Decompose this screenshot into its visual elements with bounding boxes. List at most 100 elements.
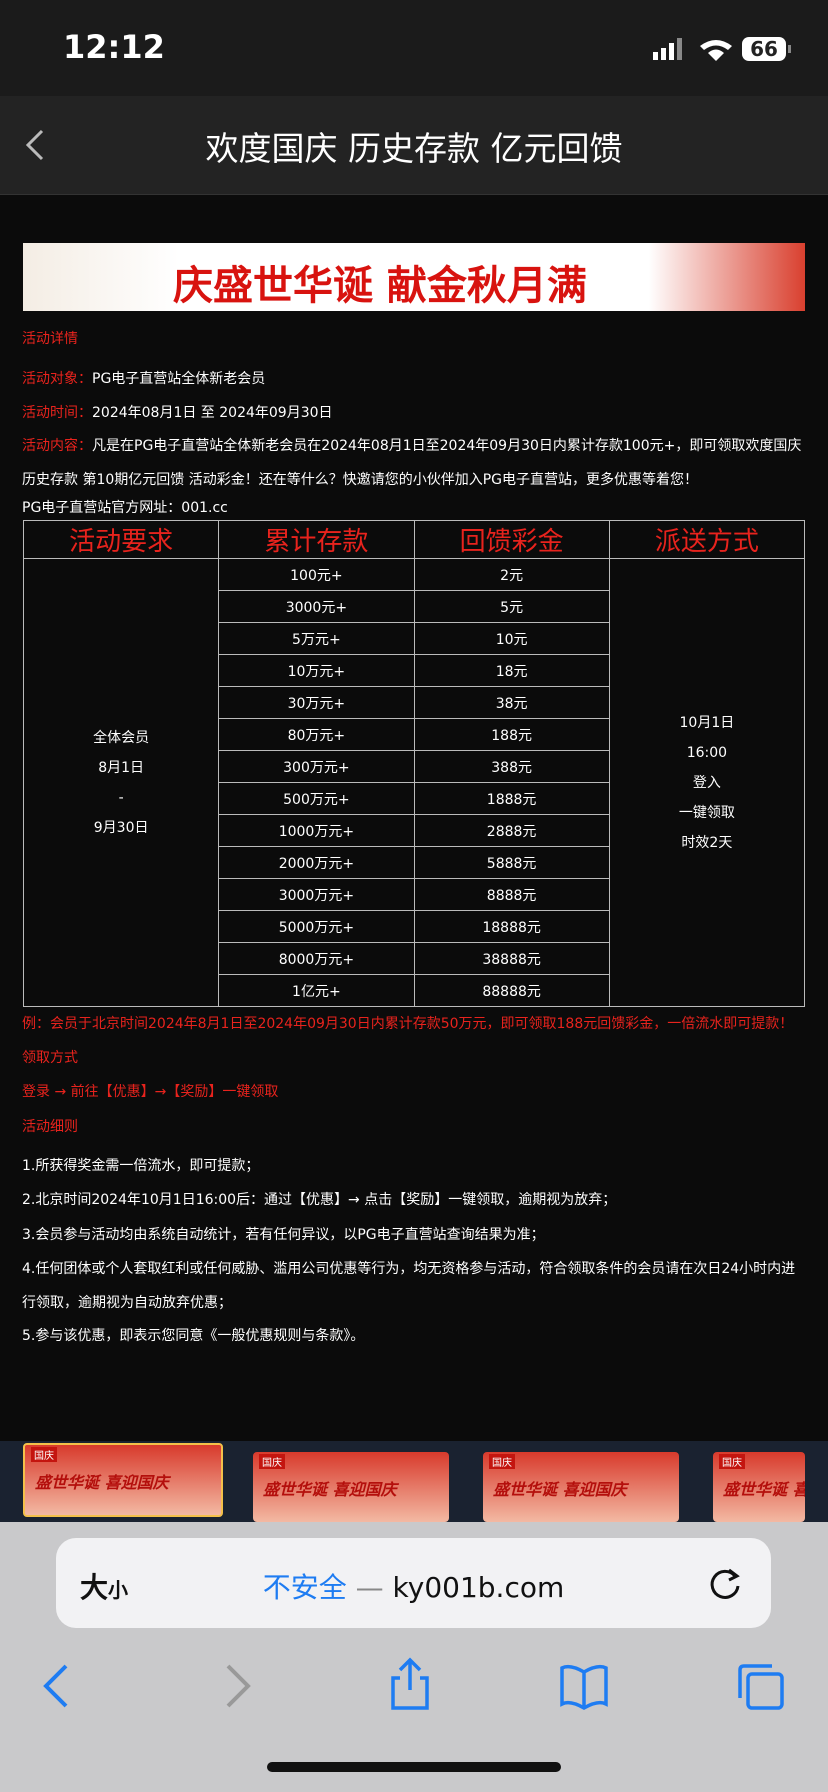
deposit: 3000万元+ <box>218 878 415 911</box>
thumb-tag: 国庆 <box>719 1454 745 1469</box>
deposit: 2000万元+ <box>218 846 415 879</box>
thumbnail-strip: 国庆 盛世华诞 喜迎国庆 国庆 盛世华诞 喜迎国庆 国庆 盛世华诞 喜迎国庆 国庆 盛世华诞 … <box>0 1441 828 1522</box>
thumb-title: 盛世华诞 喜迎国庆 <box>493 1480 627 1499</box>
deposit: 300万元+ <box>218 750 415 783</box>
cell-line: 时效2天 <box>681 834 733 851</box>
requirement-cell: 全体会员 8月1日 - 9月30日 <box>22 558 220 1007</box>
detail-item: 活动时间：2024年08月1日 至 2024年09月30日 <box>22 396 806 430</box>
example: 例：会员于北京时间2024年8月1日至2024年09月30日内累计存款50万元，… <box>22 1016 794 1032</box>
page-title: 欢度国庆 历史存款 亿元回馈 <box>205 129 623 168</box>
table-row: 1亿元+ 88888元 <box>24 974 805 1007</box>
thumbnail[interactable]: 国庆盛世华诞 喜迎国庆 <box>483 1452 679 1522</box>
table-row: 8000万元+ 38888元 <box>24 942 805 975</box>
deposit: 5万元+ <box>218 622 415 655</box>
battery: 66 <box>750 37 778 61</box>
domain: ky001b.com <box>392 1571 565 1604</box>
table-row: 全体会员 8月1日 - 9月30日 100元+ 2元 10月1日 16:00 登入一键领取时效2… <box>22 558 806 1007</box>
cell-line: 登入 <box>692 774 721 791</box>
text-size-button[interactable]: 大小 <box>80 1566 128 1606</box>
detail-label: 活动对象： <box>22 371 92 387</box>
thumbnail[interactable]: 国庆盛世华诞 喜迎国庆 <box>23 1443 223 1517</box>
reward: 38元 <box>413 686 610 719</box>
cell-line: 10月1日 <box>679 714 735 731</box>
table-row: 30万元+ 38元 <box>24 686 805 719</box>
deposit: 30万元+ <box>218 686 415 719</box>
reward: 2888元 <box>413 814 610 847</box>
section-heading: 领取方式 <box>22 1050 78 1066</box>
claim-steps: 登录 → 前往【优惠】→【奖励】一键领取 <box>22 1084 279 1100</box>
share[interactable] <box>391 1657 429 1710</box>
deposit: 10万元+ <box>218 654 415 687</box>
rule-item: 2.北京时间2024年10月1日16:00后：通过【优惠】→ 点击【奖励】一键领… <box>22 1192 617 1208</box>
thumb-tag: 国庆 <box>259 1454 285 1469</box>
section-heading: 活动细则 <box>22 1119 78 1135</box>
reward: 10元 <box>413 622 610 655</box>
deposit: 1000万元+ <box>218 814 415 847</box>
browser-toolbar: 大小 不安全 — ky001b.com <box>0 1522 828 1792</box>
cell-line: 8月1日 <box>98 759 145 776</box>
detail-label: 活动时间： <box>22 405 92 421</box>
big: 大 <box>80 1571 109 1604</box>
reward: 1888元 <box>413 782 610 815</box>
reward: 88888元 <box>413 974 610 1007</box>
detail-text: 凡是在PG电子直营站全体新老会员在2024年08月1日至2024年09月30日内… <box>22 438 802 488</box>
table-row: 300万元+ 388元 <box>24 750 805 783</box>
dash: — <box>355 1571 384 1604</box>
thumb-title: 盛世华诞 喜迎国庆 <box>263 1480 397 1499</box>
cell-line: 一键领取 <box>678 804 735 821</box>
url: 不安全 — ky001b.com <box>56 1566 771 1606</box>
deposit: 3000元+ <box>218 590 415 623</box>
thumb-tag: 国庆 <box>489 1454 515 1469</box>
status-bar: 12:12 66 <box>0 0 828 96</box>
bookmarks[interactable] <box>560 1664 608 1711</box>
cell-line: - <box>118 789 124 806</box>
header-row: 活动要求 累计存款 回馈彩金 派送方式 <box>22 520 806 559</box>
table-header: 回馈彩金 <box>413 520 610 559</box>
deposit: 100元+ <box>218 558 415 591</box>
detail-text: 2024年08月1日 至 2024年09月30日 <box>92 405 333 421</box>
table-row: 2000万元+ 5888元 <box>24 846 805 879</box>
table-row: 5000万元+ 18888元 <box>24 910 805 943</box>
delivery-cell: 10月1日 16:00 登入一键领取时效2天 <box>608 558 806 1007</box>
detail-item: 活动对象：PG电子直营站全体新老会员 <box>22 362 806 396</box>
site-url: PG电子直营站官方网址：001.cc <box>22 500 228 516</box>
forward[interactable] <box>226 1664 251 1708</box>
reward: 18888元 <box>413 910 610 943</box>
time: 12:12 <box>63 28 165 66</box>
deposit: 1亿元+ <box>218 974 415 1007</box>
home-indicator <box>267 1762 561 1772</box>
deposit: 80万元+ <box>218 718 415 751</box>
detail-item: 活动内容：凡是在PG电子直营站全体新老会员在2024年08月1日至2024年09… <box>22 429 806 497</box>
rule-item: 3.会员参与活动均由系统自动统计，若有任何异议，以PG电子直营站查询结果为准； <box>22 1227 545 1243</box>
section-heading: 活动详情 <box>22 331 78 347</box>
deposit: 8000万元+ <box>218 942 415 975</box>
table-header: 派送方式 <box>608 520 806 559</box>
reward-table: 活动要求 累计存款 回馈彩金 派送方式 全体会员 8月1日 -9月30日 100元+ 2元 10月… <box>22 520 806 1007</box>
detail-text: PG电子直营站全体新老会员 <box>92 371 266 387</box>
rule-item: 5.参与该优惠，即表示您同意《一般优惠规则与条款》。 <box>22 1328 365 1344</box>
cell-line: 9月30日 <box>93 819 149 836</box>
nav-bar: 欢度国庆 历史存款 亿元回馈 <box>0 96 828 195</box>
table-header: 累计存款 <box>218 520 415 559</box>
address-bar[interactable]: 大小 不安全 — ky001b.com <box>56 1538 771 1628</box>
thumbnail[interactable]: 国庆盛世华诞 喜迎国庆 <box>253 1452 449 1522</box>
reward: 188元 <box>413 718 610 751</box>
reward: 8888元 <box>413 878 610 911</box>
cell-line: 16:00 <box>686 744 728 761</box>
cell-line: 全体会员 <box>93 729 150 746</box>
tabs[interactable] <box>738 1664 784 1710</box>
reload[interactable] <box>707 1566 743 1602</box>
table-row: 3000万元+ 8888元 <box>24 878 805 911</box>
back-button[interactable] <box>22 128 48 162</box>
deposit: 5000万元+ <box>218 910 415 943</box>
reward: 38888元 <box>413 942 610 975</box>
thumbnail[interactable]: 国庆 盛世华诞 喜 <box>713 1452 805 1522</box>
thumb-title: 盛世华诞 喜迎国庆 <box>35 1473 169 1492</box>
table-header: 活动要求 <box>22 520 220 559</box>
reward: 2元 <box>413 558 610 591</box>
rule-item: 1.所获得奖金需一倍流水，即可提款； <box>22 1158 260 1174</box>
back[interactable] <box>43 1664 68 1708</box>
thumb-tag: 国庆 <box>31 1447 57 1462</box>
banner: 庆盛世华诞 献金秋月满 <box>23 243 805 311</box>
